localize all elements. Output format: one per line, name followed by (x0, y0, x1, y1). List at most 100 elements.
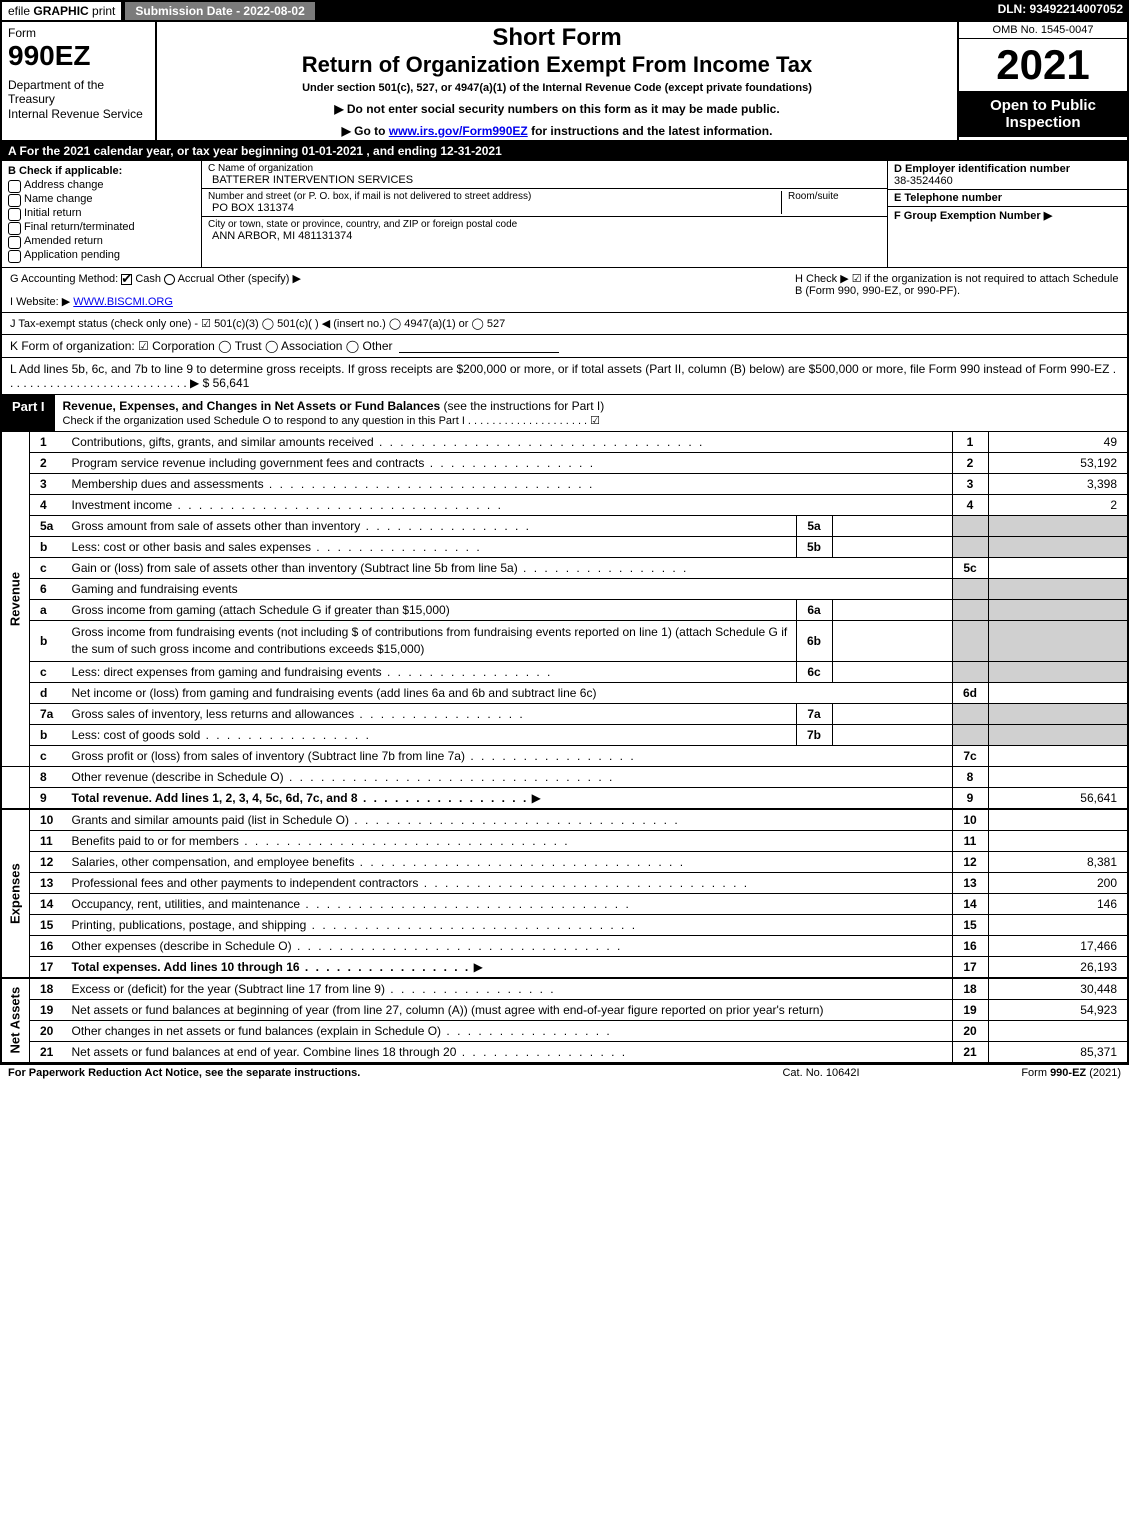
line-17-num: 17 (30, 956, 66, 978)
k-other-input[interactable] (399, 339, 559, 353)
form990ez-link[interactable]: www.irs.gov/Form990EZ (389, 124, 528, 138)
line-5b-rnum (952, 537, 988, 558)
check-initial-return[interactable]: Initial return (24, 207, 195, 219)
line-6-desc: Gaming and fundraising events (66, 579, 953, 600)
footer-r-bold: 990-EZ (1050, 1067, 1086, 1079)
line-17-desc: Total expenses. Add lines 10 through 16 … (66, 956, 953, 978)
check-amended-return[interactable]: Amended return (24, 235, 195, 247)
line-6a-subval[interactable] (832, 600, 952, 621)
submission-date: Submission Date - 2022-08-02 (123, 0, 316, 22)
line-2-val: 53,192 (988, 453, 1128, 474)
check-final-return[interactable]: Final return/terminated (24, 221, 195, 233)
line-21-desc: Net assets or fund balances at end of ye… (66, 1041, 953, 1062)
row-g-h: G Accounting Method: Cash Accrual Other … (0, 268, 1129, 313)
footer-r-post: (2021) (1086, 1067, 1121, 1079)
line-6a-num: a (30, 600, 66, 621)
line-5a-subval[interactable] (832, 516, 952, 537)
line-12-desc: Salaries, other compensation, and employ… (66, 851, 953, 872)
accrual-radio[interactable] (164, 274, 175, 285)
k-text: K Form of organization: ☑ Corporation ◯ … (10, 339, 393, 353)
j-text: J Tax-exempt status (check only one) - ☑… (10, 317, 505, 330)
check-application-pending[interactable]: Application pending (24, 249, 195, 261)
line-6a-desc: Gross income from gaming (attach Schedul… (66, 600, 797, 621)
website-link[interactable]: WWW.BISCMI.ORG (73, 296, 173, 308)
line-7a-sub: 7a (796, 703, 832, 724)
line-15-val (988, 914, 1128, 935)
line-6a-rval (988, 600, 1128, 621)
line-18-val: 30,448 (988, 978, 1128, 1000)
revenue-side-spacer (1, 766, 30, 809)
line-10-rnum: 10 (952, 809, 988, 831)
efile-print[interactable]: efile GRAPHIC print (0, 0, 123, 22)
line-4-rnum: 4 (952, 495, 988, 516)
top-bar: efile GRAPHIC print Submission Date - 20… (0, 0, 1129, 22)
header-right: OMB No. 1545-0047 2021 Open to Public In… (957, 22, 1127, 140)
efile-prefix: efile (8, 4, 33, 18)
section-b: B Check if applicable: Address change Na… (2, 161, 202, 267)
under-section: Under section 501(c), 527, or 4947(a)(1)… (163, 82, 951, 94)
line-6b-rnum (952, 621, 988, 662)
line-13-num: 13 (30, 872, 66, 893)
org-addr-row: Number and street (or P. O. box, if mail… (202, 189, 887, 217)
line-18-desc: Excess or (deficit) for the year (Subtra… (66, 978, 953, 1000)
city: ANN ARBOR, MI 481131374 (212, 230, 881, 242)
form-number: 990EZ (8, 40, 149, 72)
footer-right: Form 990-EZ (2021) (921, 1067, 1121, 1079)
addr-label: Number and street (or P. O. box, if mail… (208, 191, 781, 202)
part-1-header: Part I Revenue, Expenses, and Changes in… (0, 395, 1129, 432)
line-1-desc: Contributions, gifts, grants, and simila… (66, 432, 953, 453)
line-5b-subval[interactable] (832, 537, 952, 558)
expenses-side-label: Expenses (1, 809, 30, 978)
line-7a-num: 7a (30, 703, 66, 724)
line-7c-rnum: 7c (952, 745, 988, 766)
line-9-num: 9 (30, 787, 66, 809)
part-1-sub: (see the instructions for Part I) (440, 399, 604, 413)
f-cell: F Group Exemption Number ▶ (888, 207, 1127, 267)
line-7c-val (988, 745, 1128, 766)
org-name-row: C Name of organization BATTERER INTERVEN… (202, 161, 887, 189)
line-7a-subval[interactable] (832, 703, 952, 724)
dept: Department of the Treasury Internal Reve… (8, 78, 149, 121)
city-label: City or town, state or province, country… (208, 219, 881, 230)
line-2-num: 2 (30, 453, 66, 474)
line-14-rnum: 14 (952, 893, 988, 914)
line-7b-num: b (30, 724, 66, 745)
line-16-val: 17,466 (988, 935, 1128, 956)
line-7b-subval[interactable] (832, 724, 952, 745)
line-1-num: 1 (30, 432, 66, 453)
line-11-desc: Benefits paid to or for members (66, 830, 953, 851)
line-9-rnum: 9 (952, 787, 988, 809)
line-6d-num: d (30, 682, 66, 703)
section-k: K Form of organization: ☑ Corporation ◯ … (0, 335, 1129, 358)
org-name-label: C Name of organization (208, 163, 881, 174)
line-13-val: 200 (988, 872, 1128, 893)
line-21-rnum: 21 (952, 1041, 988, 1062)
line-6c-subval[interactable] (832, 661, 952, 682)
line-7b-sub: 7b (796, 724, 832, 745)
line-5a-sub: 5a (796, 516, 832, 537)
line-15-desc: Printing, publications, postage, and shi… (66, 914, 953, 935)
part-1-tag: Part I (2, 395, 55, 431)
section-h: H Check ▶ ☑ if the organization is not r… (787, 268, 1127, 312)
line-7a-desc: Gross sales of inventory, less returns a… (66, 703, 797, 724)
check-name-change[interactable]: Name change (24, 193, 195, 205)
cash-checkbox[interactable] (121, 274, 132, 285)
efile-suffix: print (92, 4, 115, 18)
line-6b-subval[interactable] (832, 621, 952, 662)
check-address-change[interactable]: Address change (24, 179, 195, 191)
line-12-num: 12 (30, 851, 66, 872)
line-11-rnum: 11 (952, 830, 988, 851)
part-1-check: Check if the organization used Schedule … (63, 415, 601, 427)
org-city-row: City or town, state or province, country… (202, 217, 887, 244)
return-title: Return of Organization Exempt From Incom… (163, 52, 951, 78)
form-label: Form (8, 26, 149, 40)
line-11-val (988, 830, 1128, 851)
line-6b-desc: Gross income from fundraising events (no… (66, 621, 797, 662)
footer-left: For Paperwork Reduction Act Notice, see … (8, 1067, 721, 1079)
line-19-rnum: 19 (952, 999, 988, 1020)
section-c: C Name of organization BATTERER INTERVEN… (202, 161, 887, 267)
line-4-val: 2 (988, 495, 1128, 516)
line-17-rnum: 17 (952, 956, 988, 978)
line-11-num: 11 (30, 830, 66, 851)
instr-2: ▶ Go to www.irs.gov/Form990EZ for instru… (163, 124, 951, 138)
